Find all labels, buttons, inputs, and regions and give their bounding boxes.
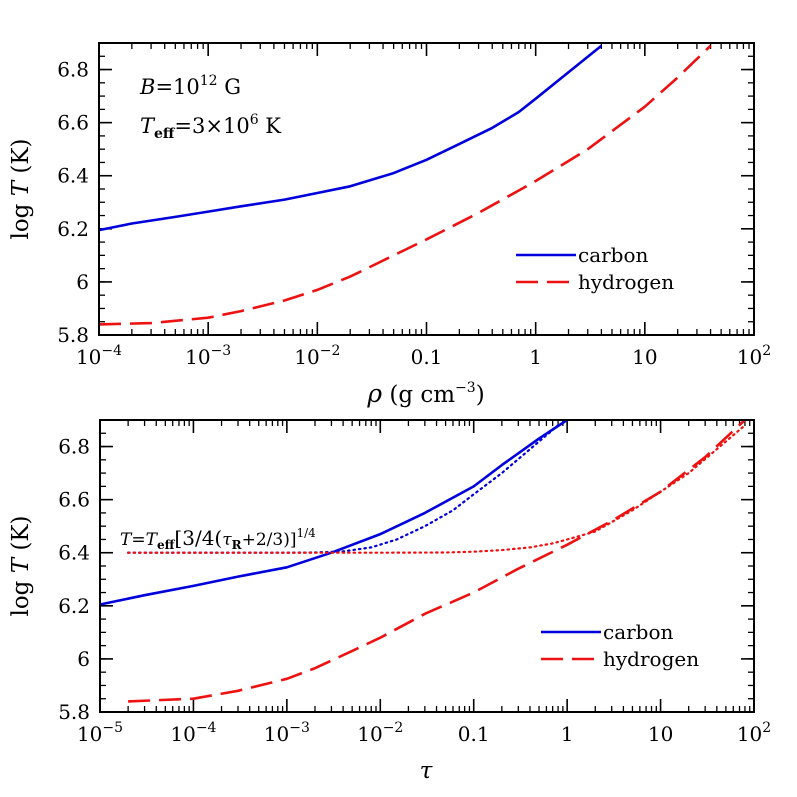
bottom-y-axis-label: log T (K)	[8, 515, 34, 616]
bottom-x-tick-label: 0.1	[458, 722, 490, 746]
top-x-tick-labels: 10−4 10−3 10−2 0.1 1 10 102	[76, 343, 771, 369]
top-annotation-teff: Teff=3×106 K	[140, 112, 281, 142]
bottom-plot-frame	[99, 419, 755, 713]
top-x-tick-label: 0.1	[411, 345, 443, 369]
bottom-series-hydrogen	[128, 419, 746, 703]
top-series-carbon	[98, 44, 603, 232]
bottom-formula-annotation: T=Teff[3/4(τR+2/3)]1/4	[120, 526, 316, 552]
top-annotation-field: B=1012 G	[139, 73, 241, 99]
bottom-y-tick-label: 6.2	[58, 594, 90, 618]
top-y-tick-labels: 5.8 6 6.2 6.4 6.6 6.8	[57, 58, 89, 347]
top-y-tick-label: 6.2	[57, 217, 89, 241]
top-legend-carbon-label: carbon	[578, 243, 649, 267]
bottom-series-carbon	[99, 418, 568, 606]
bottom-panel: 10−5 10−4 10−3 10−2 0.1 1 10 102 5.8 6 6.2 6.4 6.6 6…	[8, 418, 771, 784]
top-y-tick-label: 6.8	[57, 58, 89, 82]
bottom-legend: carbon hydrogen	[541, 620, 699, 671]
bottom-legend-carbon-label: carbon	[603, 620, 674, 644]
top-plot-frame	[98, 42, 755, 336]
top-x-tick-label: 102	[737, 343, 771, 369]
top-series-group	[98, 44, 712, 326]
bottom-y-tick-labels: 5.8 6 6.2 6.4 6.6 6.8	[58, 435, 90, 724]
bottom-x-axis-label: τ	[420, 758, 434, 784]
bottom-y-tick-label: 6.4	[58, 541, 90, 565]
bottom-x-tick-label: 10−5	[77, 720, 123, 746]
bottom-x-tick-labels: 10−5 10−4 10−3 10−2 0.1 1 10 102	[77, 720, 771, 746]
top-legend: carbon hydrogen	[516, 243, 674, 294]
top-panel: 10−4 10−3 10−2 0.1 1 10 102 5.8 6 6.2 6.4 6.6 6.8 l…	[8, 42, 771, 408]
top-x-tick-label: 10−2	[294, 343, 340, 369]
top-x-tick-label: 10	[632, 345, 657, 369]
bottom-x-tick-label: 10−2	[357, 720, 403, 746]
top-y-tick-label: 5.8	[57, 323, 89, 347]
top-y-tick-label: 6.4	[57, 164, 89, 188]
bottom-legend-hydrogen-label: hydrogen	[603, 647, 699, 671]
bottom-y-tick-label: 6.8	[58, 435, 90, 459]
bottom-x-tick-label: 10−3	[264, 720, 310, 746]
top-y-tick-label: 6.6	[57, 111, 89, 135]
top-y-axis-label: log T (K)	[8, 138, 34, 239]
bottom-series-dotted-approx-3	[127, 424, 747, 554]
bottom-y-tick-label: 6	[77, 647, 90, 671]
top-x-tick-label: 1	[529, 345, 542, 369]
bottom-series-group	[99, 418, 747, 703]
top-y-tick-label: 6	[76, 270, 89, 294]
bottom-y-tick-label: 6.6	[58, 488, 90, 512]
top-legend-hydrogen-label: hydrogen	[578, 270, 674, 294]
bottom-x-tick-label: 10	[648, 722, 673, 746]
top-x-axis-label: ρ (g cm−3)	[366, 379, 484, 408]
bottom-y-tick-label: 5.8	[58, 700, 90, 724]
bottom-x-tick-label: 102	[737, 720, 771, 746]
bottom-x-tick-label: 10−4	[170, 720, 216, 746]
top-series-hydrogen	[98, 44, 712, 326]
bottom-x-tick-label: 1	[561, 722, 574, 746]
top-x-tick-label: 10−3	[185, 343, 231, 369]
top-x-tick-label: 10−4	[76, 343, 122, 369]
